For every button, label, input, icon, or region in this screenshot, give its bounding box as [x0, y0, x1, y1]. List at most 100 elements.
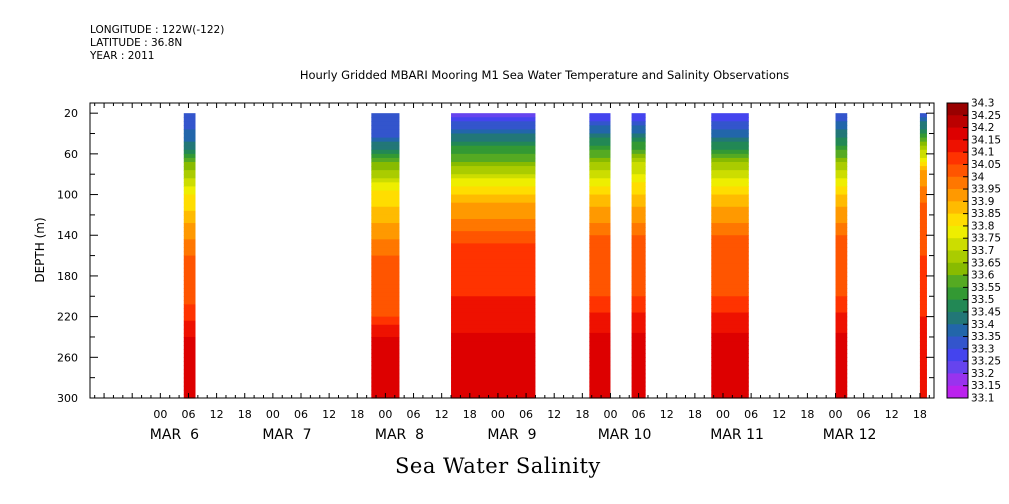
salinity-cell — [835, 259, 848, 265]
y-axis-label: DEPTH (m) — [33, 217, 47, 282]
salinity-cell — [835, 157, 848, 163]
salinity-cell — [183, 125, 196, 131]
salinity-cell — [711, 304, 749, 310]
salinity-cell — [451, 267, 536, 273]
salinity-cell — [919, 243, 927, 249]
salinity-cell — [919, 137, 927, 143]
salinity-cell — [589, 353, 611, 358]
x-hour-label: 06 — [181, 408, 195, 421]
salinity-cell — [835, 239, 848, 244]
salinity-cell — [183, 271, 196, 277]
salinity-cell — [589, 377, 611, 383]
salinity-cell — [183, 316, 196, 322]
salinity-cell — [711, 235, 749, 240]
salinity-cell — [183, 214, 196, 220]
salinity-cell — [631, 263, 646, 269]
salinity-cell — [451, 141, 536, 147]
salinity-cell — [371, 113, 400, 118]
salinity-cell — [919, 275, 927, 281]
salinity-cell — [711, 341, 749, 346]
salinity-cell — [183, 210, 196, 216]
salinity-cell — [835, 316, 848, 322]
salinity-cell — [183, 259, 196, 265]
colorbar-swatch — [947, 385, 968, 399]
x-day-label: MAR 10 — [598, 427, 652, 443]
salinity-cell — [835, 210, 848, 216]
salinity-cell — [371, 361, 400, 367]
colorbar-swatch — [947, 139, 968, 153]
colorbar-swatch — [947, 287, 968, 301]
salinity-cell — [451, 182, 536, 188]
salinity-cell — [451, 247, 536, 253]
salinity-cell — [371, 121, 400, 126]
salinity-cell — [919, 381, 927, 387]
salinity-cell — [631, 247, 646, 253]
x-hour-label: 18 — [350, 408, 364, 421]
salinity-cell — [919, 247, 927, 253]
salinity-cell — [631, 377, 646, 383]
salinity-cell — [589, 223, 611, 228]
salinity-cell — [589, 263, 611, 269]
salinity-cell — [371, 166, 400, 171]
y-tick-label: 20 — [64, 107, 78, 120]
salinity-cell — [183, 153, 196, 159]
salinity-cell — [589, 312, 611, 318]
salinity-cell — [711, 231, 749, 236]
salinity-cell — [183, 235, 196, 240]
salinity-cell — [919, 389, 927, 395]
salinity-cell — [371, 202, 400, 208]
colorbar-swatch — [947, 262, 968, 276]
salinity-cell — [183, 178, 196, 183]
salinity-cell — [919, 312, 927, 318]
salinity-cell — [183, 129, 196, 135]
salinity-cell — [371, 235, 400, 240]
x-hour-label: 06 — [519, 408, 533, 421]
salinity-cell — [835, 202, 848, 208]
salinity-cell — [631, 316, 646, 322]
salinity-cell — [451, 280, 536, 285]
salinity-cell — [631, 174, 646, 179]
salinity-cell — [711, 157, 749, 163]
salinity-cell — [711, 377, 749, 383]
salinity-cell — [631, 373, 646, 379]
salinity-cell — [183, 267, 196, 273]
salinity-cell — [183, 288, 196, 293]
salinity-cell — [183, 361, 196, 367]
salinity-cell — [589, 153, 611, 159]
salinity-cell — [183, 275, 196, 281]
salinity-cell — [835, 178, 848, 183]
salinity-cell — [631, 259, 646, 265]
salinity-cell — [835, 255, 848, 261]
x-hour-label: 12 — [210, 408, 224, 421]
salinity-cell — [371, 149, 400, 155]
salinity-cell — [835, 125, 848, 131]
salinity-cell — [183, 206, 196, 212]
salinity-cell — [451, 369, 536, 375]
salinity-cell — [451, 133, 536, 139]
salinity-cell — [835, 162, 848, 167]
salinity-cell — [919, 336, 927, 342]
salinity-cell — [183, 117, 196, 122]
salinity-cell — [919, 300, 927, 306]
salinity-cell — [711, 312, 749, 318]
salinity-cell — [589, 166, 611, 171]
salinity-cell — [835, 341, 848, 346]
salinity-cell — [631, 194, 646, 200]
salinity-cell — [835, 174, 848, 179]
salinity-cell — [711, 271, 749, 277]
salinity-cell — [631, 206, 646, 212]
salinity-cell — [919, 235, 927, 240]
salinity-cell — [589, 336, 611, 342]
salinity-cell — [183, 145, 196, 151]
salinity-cell — [919, 259, 927, 265]
salinity-cell — [919, 320, 927, 326]
salinity-cell — [589, 210, 611, 216]
salinity-cell — [631, 328, 646, 334]
salinity-cell — [711, 178, 749, 183]
salinity-cell — [451, 137, 536, 143]
salinity-cell — [183, 198, 196, 204]
salinity-cell — [371, 117, 400, 122]
salinity-cell — [631, 369, 646, 375]
salinity-cell — [589, 284, 611, 289]
salinity-cell — [451, 190, 536, 196]
